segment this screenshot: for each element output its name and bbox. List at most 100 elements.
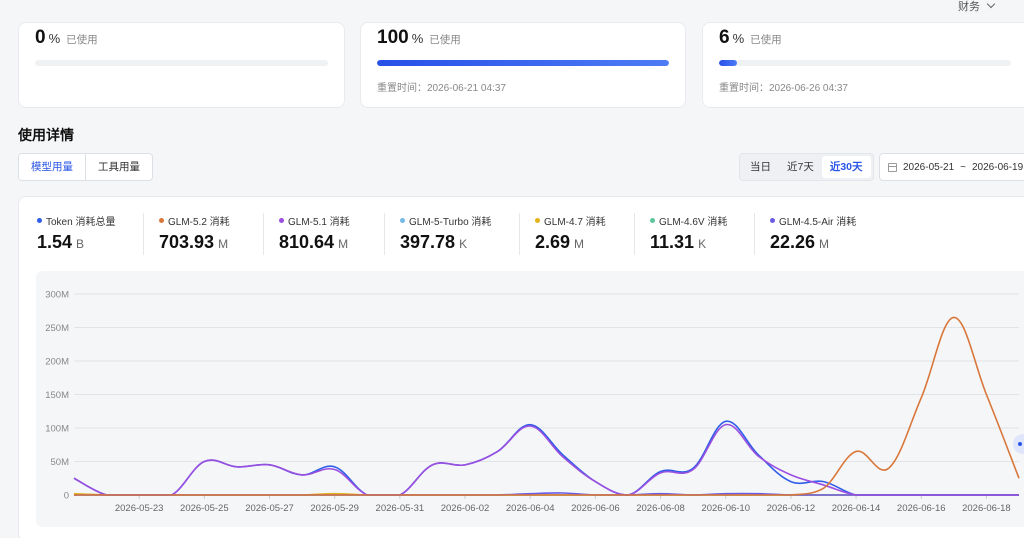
stat-label: GLM-4.5-Air 消耗 bbox=[770, 213, 856, 228]
reset-time: 重置时间：2026-06-26 04:37 bbox=[719, 83, 848, 94]
tab-today[interactable]: 当日 bbox=[750, 161, 771, 173]
quota-progress-fill bbox=[719, 60, 737, 66]
x-tick-label: 2026-06-02 bbox=[441, 503, 490, 514]
stat-number: 703.93 bbox=[159, 232, 215, 252]
quota-progress-bar bbox=[719, 60, 1011, 66]
quota-used-label: 已使用 bbox=[66, 34, 98, 46]
stat-unit: M bbox=[819, 237, 830, 251]
stat-item: GLM-5.1 消耗 810.64 M bbox=[279, 213, 350, 255]
stat-label-text: GLM-4.7 消耗 bbox=[544, 217, 606, 228]
y-tick-label: 150M bbox=[45, 390, 69, 401]
quota-unit: % bbox=[732, 31, 745, 46]
y-tick-label: 300M bbox=[45, 290, 69, 301]
stat-value: 22.26 M bbox=[770, 232, 856, 253]
tab-last-7-days[interactable]: 近7天 bbox=[787, 161, 814, 173]
stat-item: Token 消耗总量 1.54 B bbox=[37, 213, 115, 255]
quota-value: 100 bbox=[377, 27, 409, 48]
quota-card-2: 100 % 已使用 重置时间：2026-06-21 04:37 bbox=[360, 22, 686, 108]
legend-dot-icon bbox=[159, 218, 164, 223]
stat-unit: M bbox=[218, 237, 229, 251]
stat-value: 810.64 M bbox=[279, 232, 350, 253]
stat-divider bbox=[263, 213, 264, 255]
x-tick-label: 2026-06-12 bbox=[767, 503, 816, 514]
stat-label: GLM-4.7 消耗 bbox=[535, 213, 606, 228]
y-tick-label: 0 bbox=[64, 491, 69, 502]
x-tick-label: 2026-05-27 bbox=[245, 503, 294, 514]
stat-value: 703.93 M bbox=[159, 232, 230, 253]
stat-unit: K bbox=[459, 237, 468, 251]
quota-card-3: 6 % 已使用 重置时间：2026-06-26 04:37 bbox=[702, 22, 1024, 108]
stat-value: 11.31 K bbox=[650, 232, 727, 253]
series-line bbox=[73, 423, 1019, 496]
stat-number: 1.54 bbox=[37, 232, 73, 252]
stat-label: GLM-5-Turbo 消耗 bbox=[400, 213, 491, 228]
quota-percent: 0 % 已使用 bbox=[35, 27, 98, 49]
chart-container: 0 50M 100M 150M 200M 250M 300M 2026-05-23 2026-0… bbox=[36, 271, 1024, 527]
date-separator: ~ bbox=[960, 161, 966, 173]
stat-item: GLM-4.7 消耗 2.69 M bbox=[535, 213, 606, 255]
stat-number: 22.26 bbox=[770, 232, 816, 252]
date-range-picker[interactable]: 2026-05-21 ~ 2026-06-19 bbox=[879, 153, 1024, 181]
stat-unit: M bbox=[574, 237, 585, 251]
stat-divider bbox=[754, 213, 755, 255]
quota-value: 0 bbox=[35, 27, 46, 48]
quota-card-1: 0 % 已使用 bbox=[18, 22, 345, 108]
stat-unit: B bbox=[76, 237, 85, 251]
quota-unit: % bbox=[48, 31, 61, 46]
stat-label-text: GLM-4.5-Air 消耗 bbox=[779, 217, 857, 228]
x-tick-label: 2026-05-23 bbox=[115, 503, 164, 514]
stat-item: GLM-5-Turbo 消耗 397.78 K bbox=[400, 213, 491, 255]
x-tick-label: 2026-05-31 bbox=[376, 503, 425, 514]
stat-value: 397.78 K bbox=[400, 232, 491, 253]
section-title: 使用详情 bbox=[18, 127, 74, 143]
usage-panel: Token 消耗总量 1.54 B GLM-5.2 消耗 703.93 M GLM-5.1 … bbox=[18, 196, 1024, 538]
legend-dot-icon bbox=[650, 218, 655, 223]
y-tick-label: 200M bbox=[45, 357, 69, 368]
chevron-down-icon bbox=[986, 0, 996, 9]
calendar-icon bbox=[888, 162, 897, 172]
reset-time: 重置时间：2026-06-21 04:37 bbox=[377, 83, 506, 94]
stat-number: 11.31 bbox=[650, 232, 695, 252]
stat-divider bbox=[143, 213, 144, 255]
stat-label-text: GLM-5.2 消耗 bbox=[168, 217, 230, 228]
stat-label-text: GLM-4.6V 消耗 bbox=[659, 217, 728, 228]
tab-last-30-days[interactable]: 近30天 bbox=[821, 156, 871, 178]
y-tick-label: 250M bbox=[45, 323, 69, 334]
stat-divider bbox=[634, 213, 635, 255]
floating-action-button[interactable] bbox=[1013, 434, 1024, 454]
x-tick-label: 2026-05-25 bbox=[180, 503, 229, 514]
quota-used-label: 已使用 bbox=[429, 34, 461, 46]
stat-label-text: GLM-5.1 消耗 bbox=[288, 217, 350, 228]
quota-progress-fill bbox=[377, 60, 669, 66]
legend-dot-icon bbox=[400, 218, 405, 223]
y-tick-label: 50M bbox=[51, 457, 70, 468]
stat-number: 2.69 bbox=[535, 232, 571, 252]
x-tick-label: 2026-05-29 bbox=[310, 503, 359, 514]
stat-unit: K bbox=[698, 237, 707, 251]
x-tick-label: 2026-06-10 bbox=[701, 503, 750, 514]
series-line bbox=[73, 420, 1019, 496]
stat-label: GLM-5.1 消耗 bbox=[279, 213, 350, 228]
quota-used-label: 已使用 bbox=[750, 34, 782, 46]
legend-dot-icon bbox=[535, 218, 540, 223]
tab-tool-usage[interactable]: 工具用量 bbox=[98, 161, 140, 173]
date-end: 2026-06-19 bbox=[972, 161, 1024, 173]
stat-item: GLM-4.6V 消耗 11.31 K bbox=[650, 213, 727, 255]
quota-unit: % bbox=[411, 31, 424, 46]
stat-label-text: GLM-5-Turbo 消耗 bbox=[409, 217, 492, 228]
stat-label: GLM-5.2 消耗 bbox=[159, 213, 230, 228]
legend-dot-icon bbox=[279, 218, 284, 223]
x-tick-label: 2026-06-14 bbox=[832, 503, 881, 514]
tab-model-usage[interactable]: 模型用量 bbox=[19, 154, 86, 180]
stat-label: GLM-4.6V 消耗 bbox=[650, 213, 727, 228]
x-tick-label: 2026-06-16 bbox=[897, 503, 946, 514]
account-menu[interactable]: 财务 bbox=[958, 0, 996, 14]
quota-progress-bar bbox=[377, 60, 669, 66]
date-start: 2026-05-21 bbox=[903, 161, 955, 173]
quota-percent: 6 % 已使用 bbox=[719, 27, 782, 49]
x-tick-label: 2026-06-18 bbox=[962, 503, 1011, 514]
stat-item: GLM-4.5-Air 消耗 22.26 M bbox=[770, 213, 856, 255]
legend-dot-icon bbox=[37, 218, 42, 223]
stat-value: 2.69 M bbox=[535, 232, 606, 253]
x-tick-label: 2026-06-06 bbox=[571, 503, 620, 514]
